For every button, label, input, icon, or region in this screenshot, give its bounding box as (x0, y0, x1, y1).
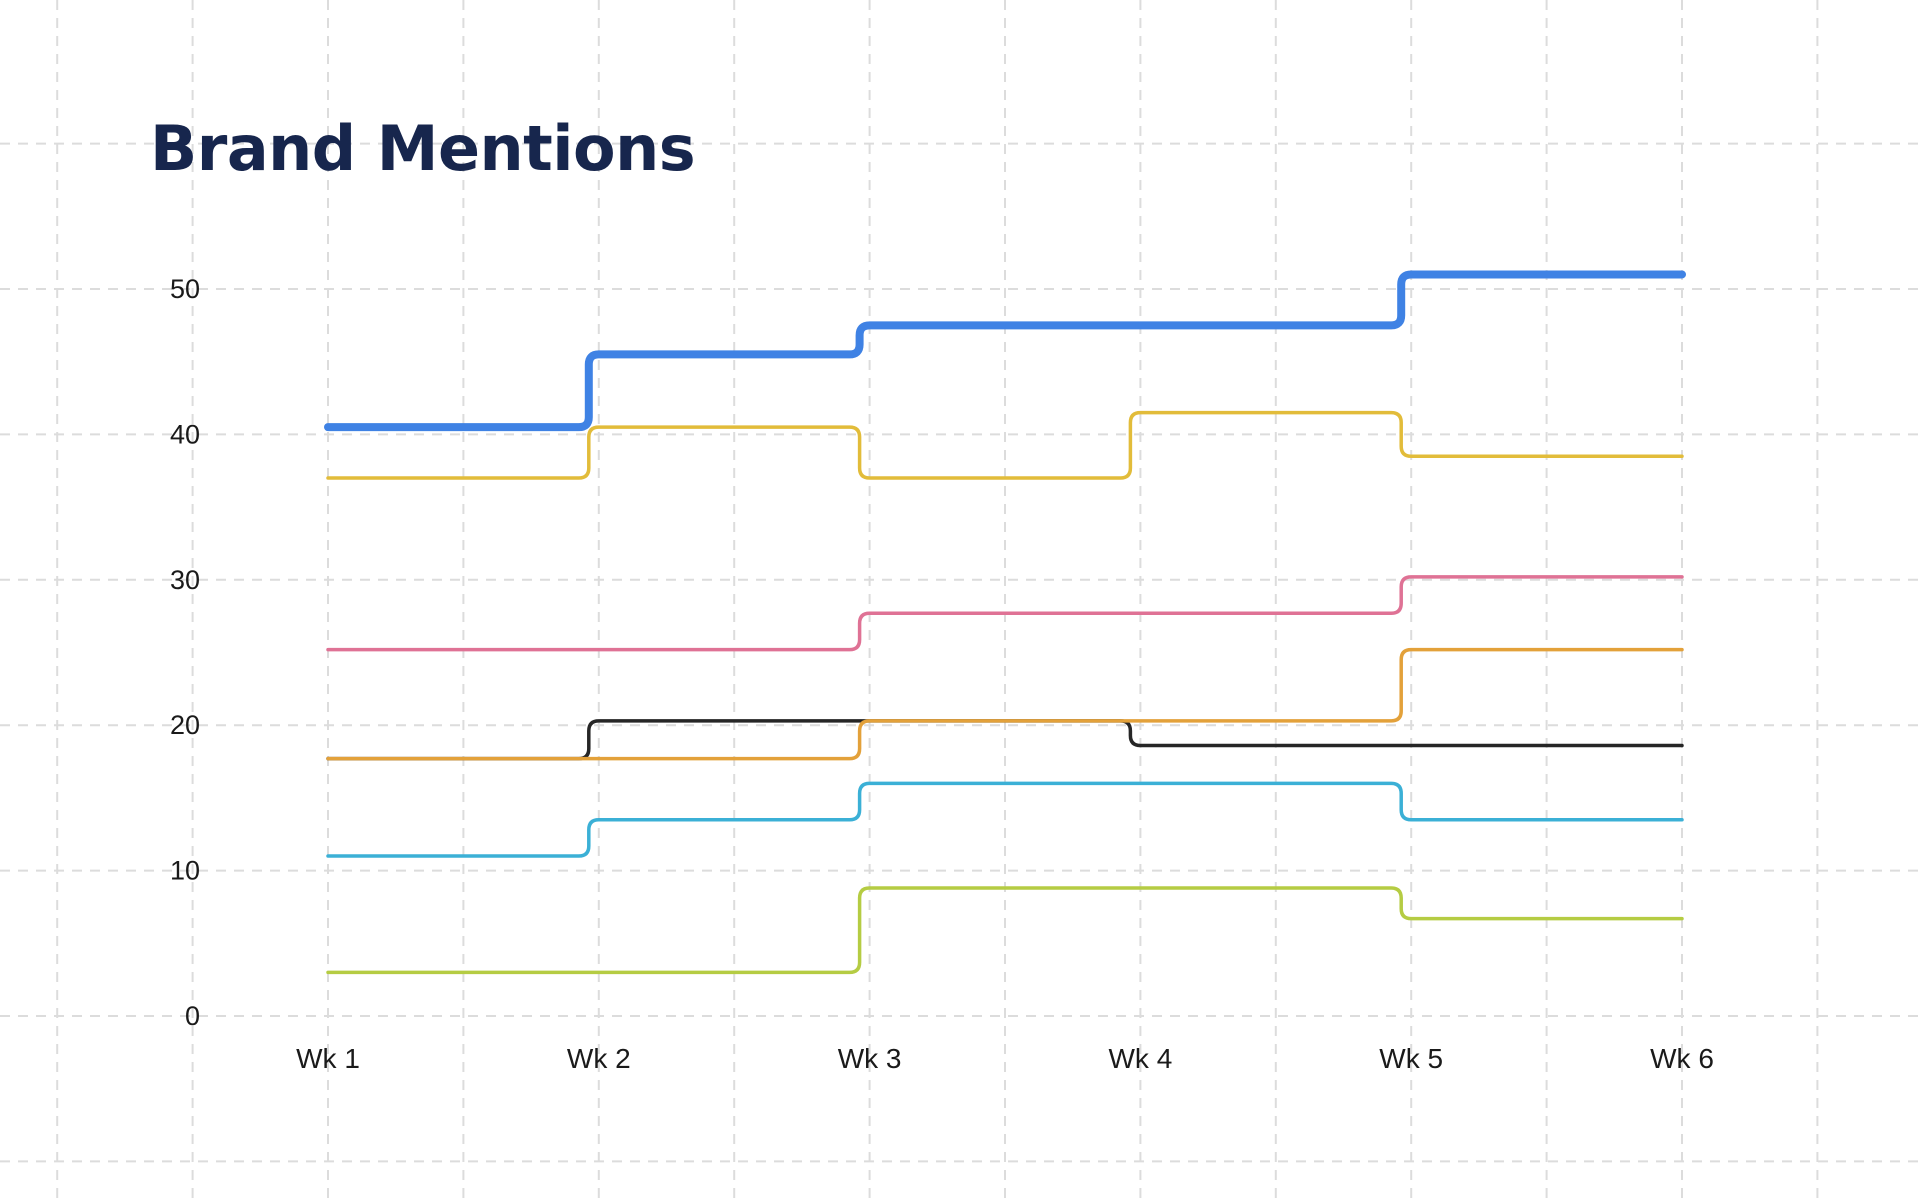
series-line (324, 270, 1686, 432)
y-tick-label: 20 (170, 710, 200, 740)
series-line (326, 886, 1684, 975)
series-line (326, 410, 1684, 480)
x-tick-label: Wk 5 (1379, 1043, 1443, 1074)
x-tick-label: Wk 1 (296, 1043, 360, 1074)
x-axis-ticks: Wk 1 Wk 2 Wk 3 Wk 4 Wk 5 Wk 6 (296, 1043, 1714, 1074)
y-axis-ticks: 0 10 20 30 40 50 (170, 274, 200, 1031)
series-line (326, 647, 1684, 761)
series-line (326, 575, 1684, 652)
x-tick-label: Wk 4 (1109, 1043, 1173, 1074)
x-tick-label: Wk 6 (1650, 1043, 1714, 1074)
series-line (326, 719, 1684, 761)
x-tick-label: Wk 2 (567, 1043, 631, 1074)
x-tick-label: Wk 3 (838, 1043, 902, 1074)
y-tick-label: 0 (185, 1001, 200, 1031)
series-line (326, 781, 1684, 858)
y-tick-label: 40 (170, 419, 200, 449)
chart-title: Brand Mentions (150, 112, 696, 185)
y-tick-label: 10 (170, 856, 200, 886)
y-tick-label: 50 (170, 274, 200, 304)
series-lines (324, 270, 1686, 975)
y-tick-label: 30 (170, 565, 200, 595)
